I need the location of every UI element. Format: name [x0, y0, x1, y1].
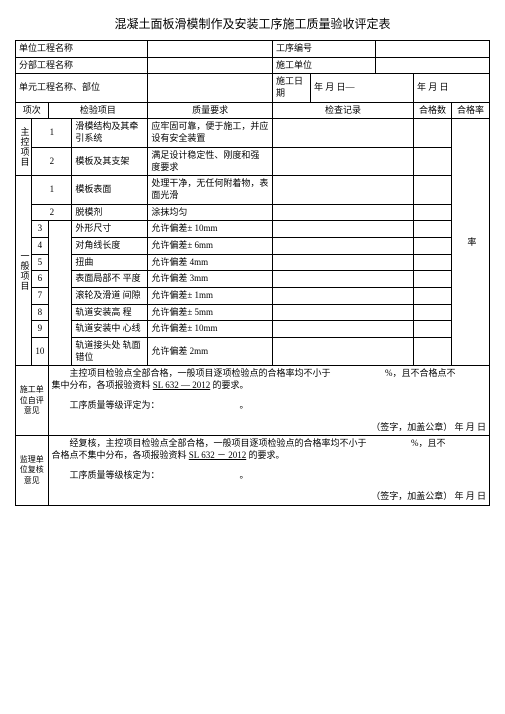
row-req: 允许偏差± 10mm	[148, 221, 273, 238]
row-pass	[414, 119, 452, 147]
row-req: 允许偏差 4mm	[148, 254, 273, 271]
col-passcount: 合格数	[414, 102, 452, 119]
division-project-value	[148, 57, 273, 74]
row-pass	[414, 321, 452, 338]
row-num: 10	[32, 338, 48, 366]
row-record	[273, 221, 414, 238]
row-req: 允许偏差 2mm	[148, 338, 273, 366]
row-num: 3	[32, 221, 48, 238]
row-item: 表面局部不 平度	[72, 271, 148, 288]
row-item: 扭曲	[72, 254, 148, 271]
row-num: 9	[32, 321, 48, 338]
row-req: 应牢固可靠，便于施工，并应设有安全装置	[148, 119, 273, 147]
division-project-label: 分部工程名称	[16, 57, 148, 74]
col-item: 检验项目	[48, 102, 148, 119]
row-num: 5	[32, 254, 48, 271]
supervise-opinion-label: 监理单位复核意见	[16, 436, 49, 506]
quality-grade2: 工序质量等级核定为： 。	[48, 464, 489, 484]
construct-text: 主控项目检验点全部合格，一般项目逐项检验点的合格率均不小于 %，且不合格点不 集…	[48, 366, 489, 394]
col-passrate: 合格率	[451, 102, 489, 119]
row-item: 模板及其支架	[72, 147, 148, 175]
row-req: 允许偏差± 1mm	[148, 288, 273, 305]
empty-span	[48, 221, 72, 366]
element-name-label: 单元工程名称、部位	[16, 74, 148, 102]
col-req: 质量要求	[148, 102, 273, 119]
construct-sign: （签字，加盖公章） 年 月 日	[48, 414, 489, 436]
row-record	[273, 119, 414, 147]
row-pass	[414, 237, 452, 254]
row-num: 8	[32, 304, 48, 321]
quality-grade: 工序质量等级评定为： 。	[48, 394, 489, 414]
row-record	[273, 321, 414, 338]
date-from: 年 月 日—	[310, 74, 413, 102]
row-record	[273, 254, 414, 271]
row-req: 处理干净，无任何附着物，表面光滑	[148, 176, 273, 204]
process-no-value	[376, 41, 490, 58]
rate-cell: 率	[451, 119, 489, 366]
row-item: 滚轮及滑道 间隙	[72, 288, 148, 305]
row-req: 允许偏差± 10mm	[148, 321, 273, 338]
construct-opinion-label: 施工单位自评意见	[16, 366, 49, 436]
row-pass	[414, 204, 452, 221]
construct-unit-label: 施工单位	[273, 57, 376, 74]
row-req: 允许偏差± 6mm	[148, 237, 273, 254]
row-num: 7	[32, 288, 48, 305]
unit-project-value	[148, 41, 273, 58]
row-item: 滑模结构及其牵引系统	[72, 119, 148, 147]
row-num: 6	[32, 271, 48, 288]
col-seq: 项次	[16, 102, 49, 119]
row-pass	[414, 304, 452, 321]
row-req: 满足设计稳定性、刚度和强 度要求	[148, 147, 273, 175]
row-item: 轨道安装中 心线	[72, 321, 148, 338]
construct-date-label: 施工日期	[273, 74, 311, 102]
evaluation-table: 单位工程名称 工序编号 分部工程名称 施工单位 单元工程名称、部位 施工日期 年…	[15, 40, 490, 506]
row-num: 1	[32, 119, 72, 147]
row-record	[273, 288, 414, 305]
supervise-text: 经复核，主控项目检验点全部合格，一般项目逐项检验点的合格率均不小于 %，且不 合…	[48, 436, 489, 464]
row-item: 对角线长度	[72, 237, 148, 254]
element-name-value	[148, 74, 273, 102]
unit-project-label: 单位工程名称	[16, 41, 148, 58]
process-no-label: 工序编号	[273, 41, 376, 58]
row-record	[273, 271, 414, 288]
construct-unit-value	[376, 57, 490, 74]
row-pass	[414, 338, 452, 366]
row-record	[273, 147, 414, 175]
row-item: 脱模剂	[72, 204, 148, 221]
row-req: 涂抹均匀	[148, 204, 273, 221]
row-pass	[414, 176, 452, 204]
row-pass	[414, 288, 452, 305]
row-record	[273, 204, 414, 221]
row-num: 4	[32, 237, 48, 254]
row-req: 允许偏差± 5mm	[148, 304, 273, 321]
row-pass	[414, 147, 452, 175]
row-pass	[414, 254, 452, 271]
row-item: 外形尺寸	[72, 221, 148, 238]
section-main: 主控项目	[16, 119, 32, 176]
row-num: 2	[32, 204, 72, 221]
row-item: 模板表面	[72, 176, 148, 204]
page-title: 混凝土面板滑模制作及安装工序施工质量验收评定表	[15, 15, 490, 32]
section-general: 一般项目	[16, 176, 32, 366]
col-record: 检查记录	[273, 102, 414, 119]
row-req: 允许偏差 3mm	[148, 271, 273, 288]
row-item: 轨道安装高 程	[72, 304, 148, 321]
supervise-sign: （签字，加盖公章） 年 月 日	[48, 483, 489, 505]
row-pass	[414, 271, 452, 288]
row-record	[273, 237, 414, 254]
row-pass	[414, 221, 452, 238]
row-num: 2	[32, 147, 72, 175]
date-to: 年 月 日	[414, 74, 490, 102]
row-record	[273, 304, 414, 321]
row-record	[273, 176, 414, 204]
row-record	[273, 338, 414, 366]
row-item: 轨道接头处 轨面错位	[72, 338, 148, 366]
row-num: 1	[32, 176, 72, 204]
